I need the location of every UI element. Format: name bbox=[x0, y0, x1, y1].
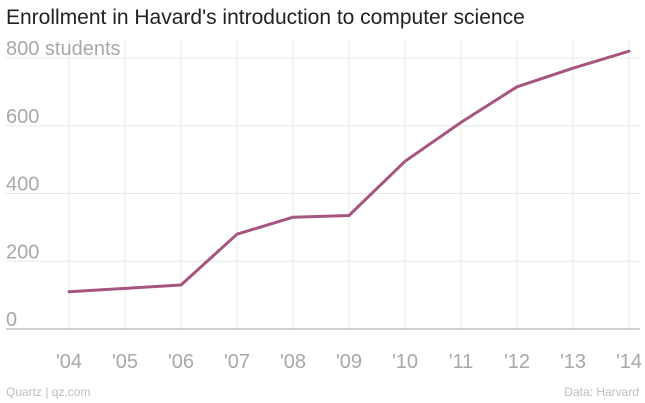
x-tick-label: '12 bbox=[504, 351, 530, 373]
x-tick-label: '11 bbox=[449, 351, 474, 373]
gridlines bbox=[6, 40, 640, 330]
data-source: Data: Harvard bbox=[564, 385, 639, 399]
x-tick-label: '08 bbox=[280, 351, 306, 373]
chart-title: Enrollment in Havard's introduction to c… bbox=[6, 6, 525, 29]
y-axis-ticks: 0 200 400 600 800 students bbox=[6, 38, 121, 331]
y-tick-label: 800 students bbox=[6, 38, 121, 60]
x-tick-label: '13 bbox=[560, 351, 586, 373]
x-tick-label: '14 bbox=[616, 351, 642, 373]
series-lines bbox=[67, 49, 631, 294]
x-tick-label: '05 bbox=[112, 351, 138, 373]
y-tick-label: 400 bbox=[6, 174, 39, 196]
x-tick-label: '10 bbox=[392, 351, 418, 373]
x-tick-label: '07 bbox=[224, 351, 250, 373]
y-tick-label: 200 bbox=[6, 241, 39, 263]
y-tick-label: 600 bbox=[6, 106, 39, 128]
x-tick-label: '09 bbox=[336, 351, 362, 373]
x-tick-label: '04 bbox=[56, 351, 82, 373]
source-credit: Quartz | qz.com bbox=[6, 385, 91, 399]
x-axis-ticks: '04 '05 '06 '07 '08 '09 '10 '11 '12 '13 '14 bbox=[56, 351, 642, 373]
y-tick-label: 0 bbox=[6, 309, 17, 331]
x-tick-label: '06 bbox=[168, 351, 194, 373]
series-line bbox=[67, 49, 631, 294]
